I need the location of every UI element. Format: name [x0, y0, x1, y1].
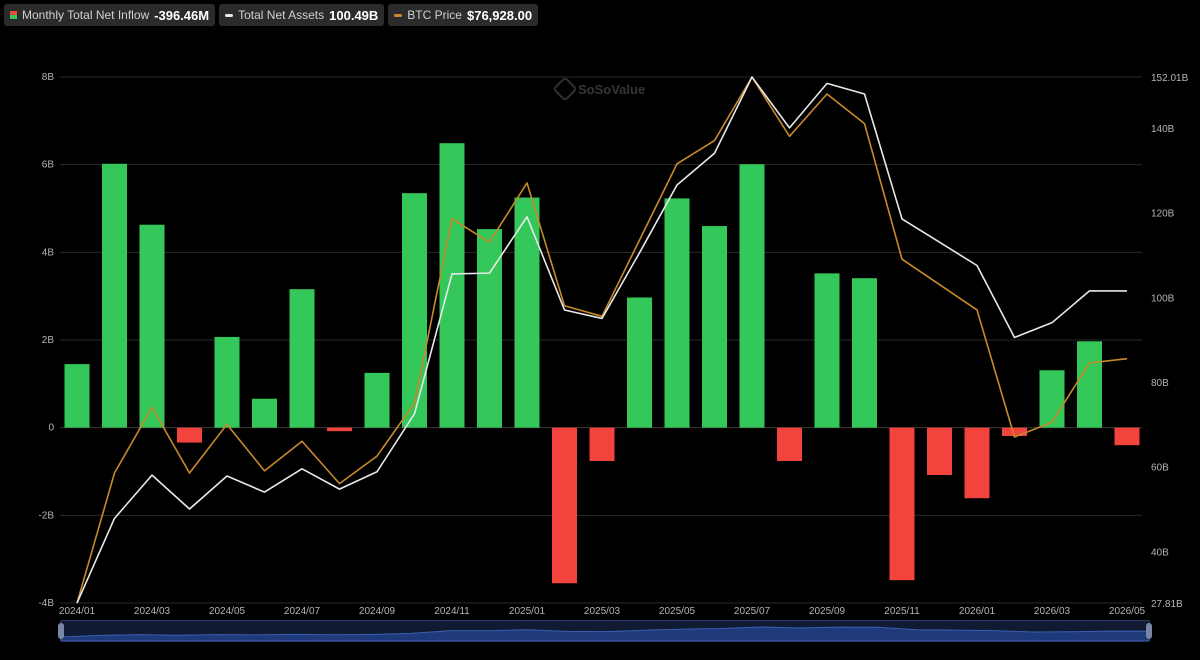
inflow-bar: [702, 226, 727, 428]
inflow-bars: [64, 143, 1140, 584]
legend-inflow-value: -396.46M: [154, 7, 210, 23]
x-tick-label: 2025/11: [884, 606, 920, 617]
inflow-bar: [927, 427, 952, 476]
range-navigator[interactable]: [58, 620, 1152, 642]
legend: Monthly Total Net Inflow -396.46M Total …: [4, 4, 539, 26]
inflow-bar: [889, 427, 915, 581]
x-tick-label: 2026/01: [959, 606, 996, 617]
inflow-bar: [402, 193, 427, 428]
x-tick-label: 2024/03: [134, 606, 171, 617]
x-tick-label: 2024/09: [359, 606, 396, 617]
left-tick-label: 6B: [42, 160, 55, 171]
total-net-assets-line: [76, 76, 1127, 604]
left-tick-label: 4B: [42, 247, 55, 258]
legend-assets-label: Total Net Assets: [238, 8, 325, 22]
x-tick-label: 2025/01: [509, 606, 546, 617]
inflow-bar: [477, 229, 502, 428]
legend-inflow[interactable]: Monthly Total Net Inflow -396.46M: [4, 4, 216, 26]
inflow-bar: [1077, 341, 1102, 428]
sosovalue-logo-icon: [552, 76, 578, 102]
navigator-right-handle[interactable]: [1146, 623, 1152, 639]
legend-btc-value: $76,928.00: [466, 7, 533, 23]
x-tick-label: 2024/05: [209, 606, 246, 617]
right-axis-ticks: 27.81B 40B 60B 80B 100B 120B 140B 152.01B: [1151, 73, 1189, 610]
inflow-bar: [1002, 427, 1027, 436]
right-tick-label: 140B: [1151, 124, 1175, 135]
inflow-bar: [664, 198, 690, 428]
inflow-bar: [514, 197, 540, 428]
inflow-bar: [589, 427, 615, 461]
right-tick-label: 120B: [1151, 209, 1175, 220]
inflow-bar: [552, 427, 577, 584]
inflow-bar: [739, 164, 765, 428]
inflow-bar: [64, 364, 90, 428]
x-tick-label: 2024/11: [434, 606, 470, 617]
left-tick-label: -4B: [38, 598, 54, 609]
grid-lines: [60, 76, 1142, 604]
x-tick-label: 2026/03: [1034, 606, 1071, 617]
legend-inflow-label: Monthly Total Net Inflow: [22, 8, 150, 22]
left-tick-label: -2B: [38, 510, 54, 521]
inflow-bar: [1039, 370, 1065, 428]
watermark: SoSoValue: [552, 76, 646, 102]
series-lines: [76, 76, 1128, 604]
inflow-bar: [964, 427, 990, 499]
inflow-bar: [852, 278, 877, 428]
watermark-brand: SoSoValue: [578, 81, 646, 97]
right-tick-label: 80B: [1151, 378, 1169, 389]
left-tick-label: 0: [48, 423, 54, 434]
x-tick-label: 2025/03: [584, 606, 621, 617]
navigator-area: [61, 626, 1149, 641]
right-tick-label: 100B: [1151, 293, 1175, 304]
left-axis-ticks: -4B -2B 0 2B 4B 6B 8B: [38, 72, 54, 609]
inflow-bar: [627, 297, 652, 428]
inflow-bar: [252, 398, 277, 428]
inflow-swatch-icon: [10, 11, 17, 19]
right-tick-label: 27.81B: [1151, 599, 1183, 610]
navigator-left-handle[interactable]: [58, 623, 64, 639]
inflow-bar: [214, 336, 240, 428]
inflow-bar: [1114, 427, 1140, 446]
x-tick-label: 2025/07: [734, 606, 771, 617]
inflow-bar: [364, 372, 390, 428]
btc-swatch-icon: [394, 13, 403, 17]
x-tick-label: 2025/09: [809, 606, 846, 617]
inflow-bar: [439, 143, 465, 428]
right-tick-label: 152.01B: [1151, 73, 1189, 84]
left-tick-label: 2B: [42, 335, 55, 346]
legend-assets-value: 100.49B: [329, 7, 379, 23]
inflow-bar: [814, 273, 840, 428]
inflow-bar: [177, 427, 202, 443]
navigator-preview: [61, 626, 1149, 641]
inflow-bar: [327, 427, 352, 432]
x-tick-label: 2024/01: [59, 606, 96, 617]
x-tick-label: 2024/07: [284, 606, 321, 617]
legend-btc[interactable]: BTC Price $76,928.00: [388, 4, 539, 26]
inflow-bar: [777, 427, 802, 461]
x-tick-label: 2026/05: [1109, 606, 1146, 617]
btc-price-line: [76, 76, 1128, 604]
right-tick-label: 40B: [1151, 547, 1169, 558]
legend-btc-label: BTC Price: [407, 8, 462, 22]
inflow-bar: [102, 163, 127, 428]
inflow-bar: [289, 289, 315, 428]
right-tick-label: 60B: [1151, 463, 1169, 474]
legend-assets[interactable]: Total Net Assets 100.49B: [219, 4, 385, 26]
assets-swatch-icon: [225, 13, 234, 17]
x-axis-ticks: 2024/01 2024/03 2024/05 2024/07 2024/09 2024/…: [59, 606, 1146, 617]
x-tick-label: 2025/05: [659, 606, 696, 617]
inflow-bar: [139, 224, 165, 428]
left-tick-label: 8B: [42, 72, 55, 83]
